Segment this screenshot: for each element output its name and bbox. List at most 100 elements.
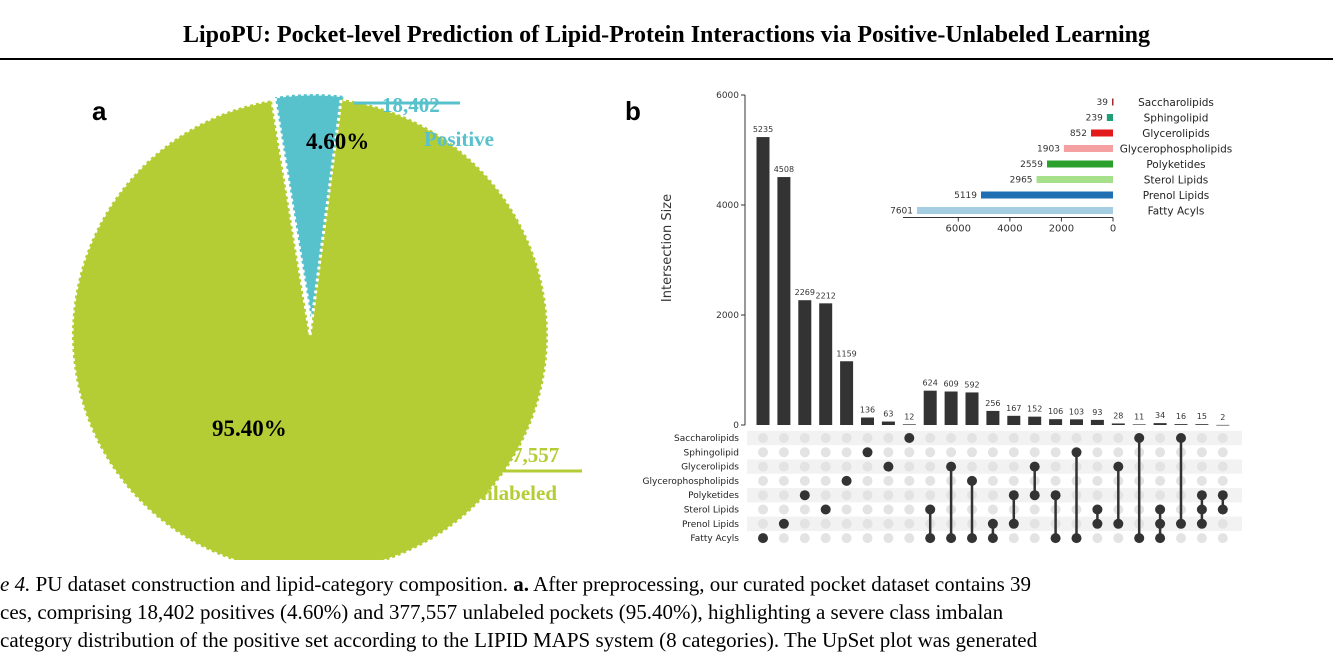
- matrix-filled-dot: [1029, 461, 1040, 472]
- matrix-empty-dot: [862, 518, 873, 529]
- intersection-bar: [923, 390, 937, 425]
- matrix-empty-dot: [1092, 433, 1103, 443]
- matrix-empty-dot: [1176, 533, 1186, 544]
- matrix-empty-dot: [1196, 475, 1207, 486]
- matrix-empty-dot: [1217, 475, 1228, 486]
- matrix-empty-dot: [841, 447, 852, 458]
- intersection-bar: [1216, 424, 1230, 426]
- intersection-bar: [1049, 419, 1063, 425]
- unlabeled-legend-label: Unlabeled: [466, 481, 557, 505]
- matrix-empty-dot: [1217, 533, 1228, 544]
- matrix-empty-dot: [841, 433, 852, 443]
- matrix-empty-dot: [1050, 461, 1061, 472]
- matrix-empty-dot: [883, 518, 894, 529]
- intersection-value-label: 63: [883, 410, 893, 419]
- caption-text-3: category distribution of the positive se…: [0, 628, 1038, 652]
- matrix-empty-dot: [820, 475, 831, 486]
- matrix-empty-dot: [1092, 533, 1103, 544]
- matrix-empty-dot: [799, 461, 810, 472]
- intersection-bar: [902, 424, 916, 425]
- matrix-filled-dot: [946, 461, 957, 472]
- set-size-bar: [917, 207, 1113, 214]
- matrix-empty-dot: [925, 447, 936, 458]
- matrix-empty-dot: [758, 447, 768, 458]
- matrix-empty-dot: [883, 533, 894, 544]
- matrix-empty-dot: [1113, 433, 1124, 443]
- matrix-empty-dot: [1217, 518, 1228, 529]
- unlabeled-count-label: 377,557: [491, 443, 559, 467]
- matrix-empty-dot: [799, 447, 810, 458]
- set-size-value-label: 7601: [890, 207, 913, 217]
- matrix-set-label: Glycerolipids: [681, 463, 739, 473]
- matrix-empty-dot: [758, 475, 768, 486]
- matrix-empty-dot: [820, 518, 831, 529]
- matrix-empty-dot: [925, 433, 936, 443]
- intersection-bar: [881, 421, 895, 425]
- matrix-empty-dot: [758, 490, 768, 501]
- matrix-empty-dot: [1092, 475, 1103, 486]
- positive-percent-label: 4.60%: [306, 129, 369, 154]
- figure-caption: e 4. PU dataset construction and lipid-c…: [0, 570, 1333, 654]
- pie-slice-unlabeled: [70, 97, 550, 560]
- matrix-empty-dot: [841, 504, 852, 515]
- intersection-value-label: 256: [985, 399, 1000, 408]
- caption-text-2: ces, comprising 18,402 positives (4.60%)…: [0, 600, 1004, 624]
- matrix-empty-dot: [1196, 461, 1207, 472]
- intersection-value-label: 609: [943, 380, 958, 389]
- caption-text-1: PU dataset construction and lipid-catego…: [30, 572, 514, 596]
- set-size-name-label: Prenol Lipids: [1143, 190, 1210, 202]
- set-size-value-label: 2559: [1020, 160, 1043, 170]
- matrix-empty-dot: [904, 447, 915, 458]
- matrix-filled-dot: [1092, 504, 1103, 515]
- matrix-filled-dot: [1176, 433, 1186, 443]
- matrix-filled-dot: [1092, 518, 1103, 529]
- matrix-empty-dot: [1071, 433, 1082, 443]
- matrix-empty-dot: [904, 475, 915, 486]
- matrix-empty-dot: [758, 518, 768, 529]
- intersection-value-label: 15: [1197, 412, 1207, 421]
- matrix-empty-dot: [862, 504, 873, 515]
- matrix-empty-dot: [862, 490, 873, 501]
- intersection-bar: [777, 177, 791, 425]
- matrix-empty-dot: [987, 475, 998, 486]
- matrix-filled-dot: [1155, 518, 1166, 529]
- panel-a-label: a: [92, 96, 107, 126]
- matrix-set-label: Sphingolipid: [684, 448, 739, 458]
- set-size-bar: [981, 191, 1113, 199]
- matrix-filled-dot: [987, 533, 998, 544]
- matrix-empty-dot: [799, 433, 810, 443]
- matrix-filled-dot: [967, 533, 977, 544]
- intersection-bar: [1028, 416, 1042, 425]
- matrix-empty-dot: [1029, 447, 1040, 458]
- intersection-value-label: 167: [1006, 404, 1021, 413]
- matrix-empty-dot: [1217, 447, 1228, 458]
- matrix-filled-dot: [1196, 504, 1207, 515]
- matrix-empty-dot: [841, 518, 852, 529]
- set-size-bar: [1111, 98, 1114, 106]
- set-size-bar: [1106, 114, 1113, 121]
- matrix-empty-dot: [987, 504, 998, 515]
- matrix-empty-dot: [1029, 518, 1040, 529]
- set-size-tick-label: 0: [1110, 224, 1116, 235]
- matrix-filled-dot: [778, 518, 789, 529]
- matrix-empty-dot: [799, 533, 810, 544]
- caption-bold-a: a.: [513, 572, 529, 596]
- matrix-empty-dot: [1196, 533, 1207, 544]
- matrix-empty-dot: [1155, 461, 1166, 472]
- matrix-empty-dot: [904, 518, 915, 529]
- matrix-set-label: Polyketides: [688, 491, 739, 501]
- unlabeled-percent-label: 95.40%: [212, 416, 287, 441]
- matrix-empty-dot: [1008, 533, 1019, 544]
- matrix-empty-dot: [1008, 461, 1019, 472]
- intersection-value-label: 93: [1092, 408, 1102, 417]
- intersection-bar: [1195, 424, 1209, 425]
- matrix-empty-dot: [778, 461, 789, 472]
- matrix-empty-dot: [1008, 433, 1019, 443]
- matrix-empty-dot: [904, 504, 915, 515]
- matrix-filled-dot: [820, 504, 831, 515]
- pie-chart: 18,402 Positive 4.60% 95.40% 377,557 Unl…: [70, 92, 582, 560]
- intersection-value-label: 34: [1155, 411, 1165, 420]
- matrix-filled-dot: [883, 461, 894, 472]
- matrix-filled-dot: [1134, 533, 1145, 544]
- matrix-empty-dot: [1050, 447, 1061, 458]
